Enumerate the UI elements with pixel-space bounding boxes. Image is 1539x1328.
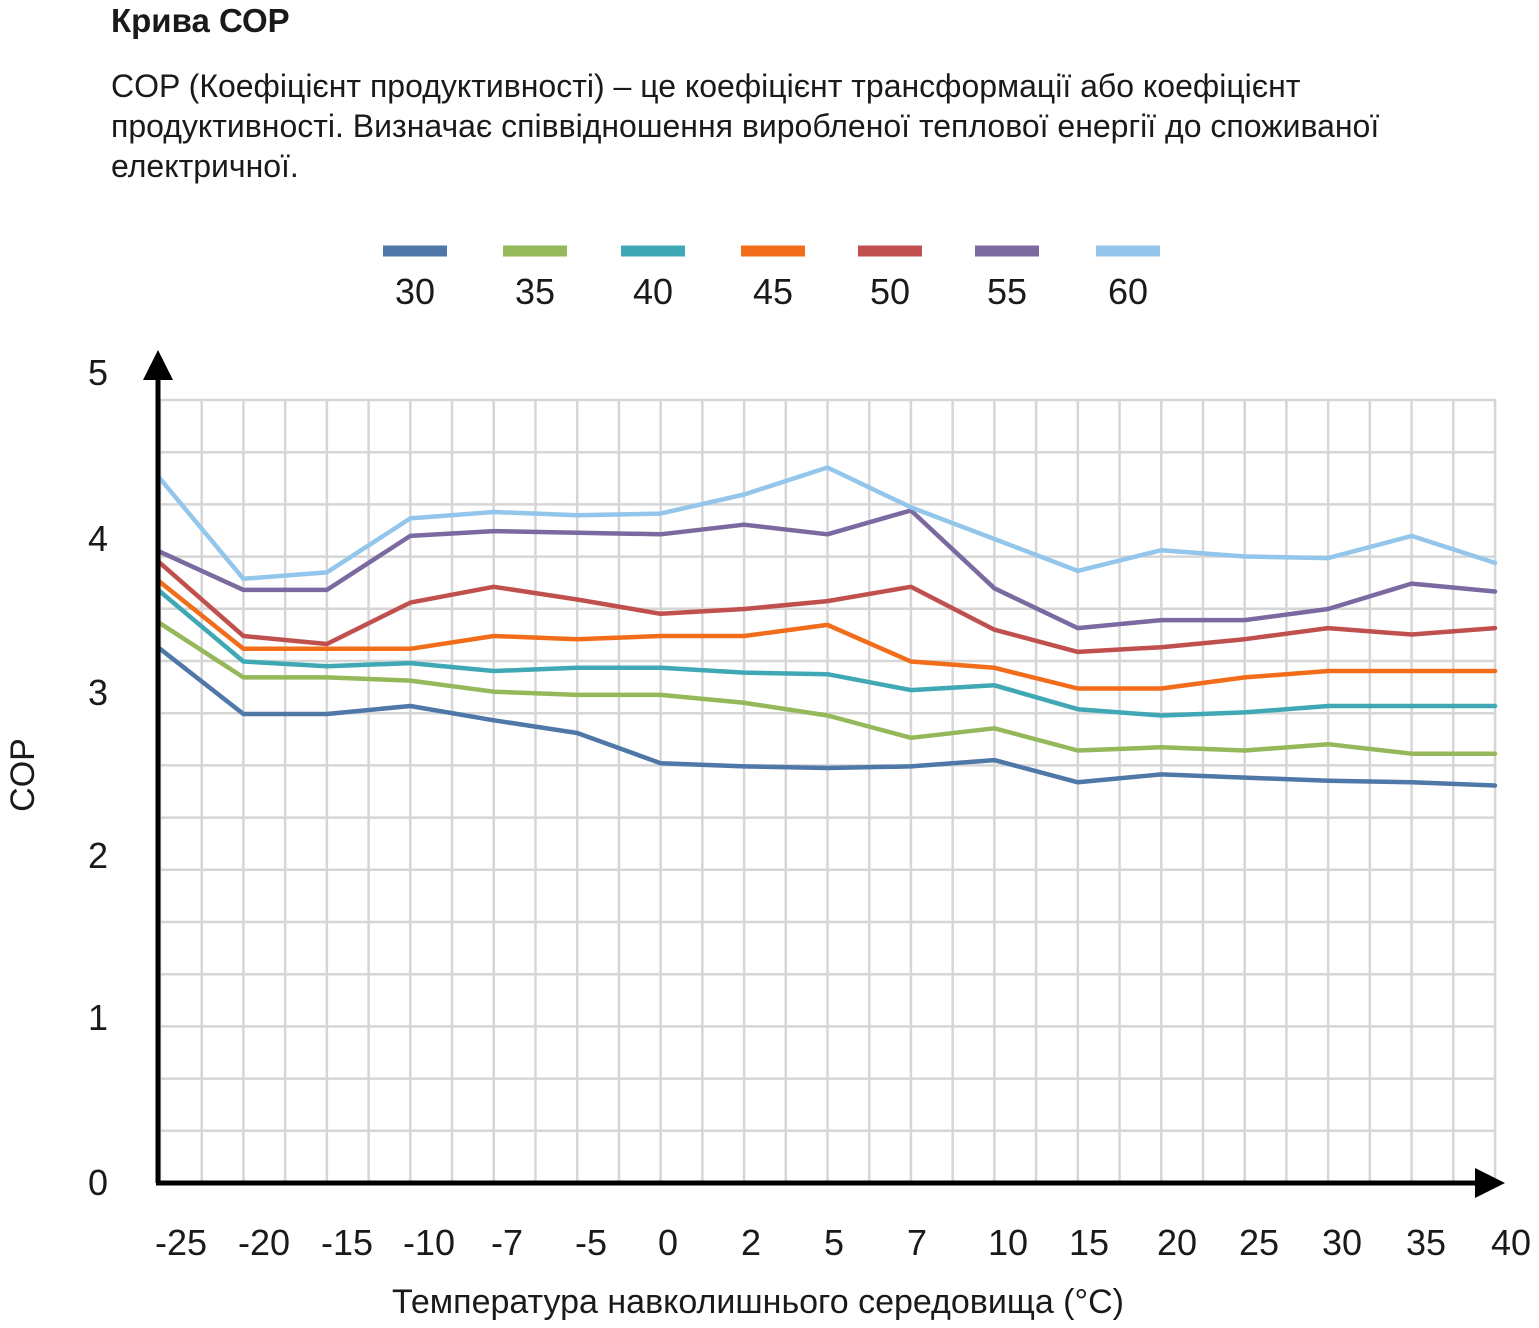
series-line-30: [157, 646, 1498, 788]
x-tick-label: 2: [741, 1222, 761, 1263]
series-line-55: [157, 508, 1498, 631]
legend-label-60: 60: [1108, 271, 1148, 312]
x-tick-label: -7: [491, 1222, 523, 1263]
x-tick-label: -5: [575, 1222, 607, 1263]
legend-label-35: 35: [515, 271, 555, 312]
legend-label-55: 55: [987, 271, 1027, 312]
x-tick-label: 35: [1406, 1222, 1446, 1263]
x-axis-label: Температура навколишнього середовища (°C…: [392, 1283, 1124, 1321]
legend-label-45: 45: [753, 271, 793, 312]
chart-legend: 30 35 40 45 50 55 60: [383, 245, 1160, 312]
y-tick-label: 5: [88, 352, 108, 393]
chart-description: COP (Коефіцієнт продуктивності) – це кое…: [111, 68, 1380, 184]
x-tick-label: 5: [824, 1222, 844, 1263]
legend-label-40: 40: [633, 271, 673, 312]
y-axis-arrow-icon: [143, 350, 173, 380]
chart-series: [157, 465, 1498, 788]
y-axis-label: COP: [4, 738, 42, 812]
x-tick-label: 20: [1157, 1222, 1197, 1263]
series-line-60: [157, 465, 1498, 582]
x-tick-label: 0: [658, 1222, 678, 1263]
x-tick-label: 30: [1322, 1222, 1362, 1263]
series-line-35: [157, 621, 1498, 756]
y-tick-label: 0: [88, 1162, 108, 1203]
x-tick-label: 15: [1069, 1222, 1109, 1263]
chart-grid: [158, 398, 1497, 1185]
x-tick-label: 40: [1491, 1222, 1531, 1263]
x-tick-label: -20: [238, 1222, 290, 1263]
x-tick-label: 7: [907, 1222, 927, 1263]
series-line-45: [157, 579, 1498, 691]
x-tick-label: 10: [988, 1222, 1028, 1263]
x-tick-label: -15: [321, 1222, 373, 1263]
x-tick-label: -10: [403, 1222, 455, 1263]
legend-label-30: 30: [395, 271, 435, 312]
y-tick-label: 2: [88, 835, 108, 876]
y-tick-label: 3: [88, 672, 108, 713]
y-tick-label: 1: [88, 997, 108, 1038]
chart-title: Крива СОР: [111, 2, 290, 39]
legend-label-50: 50: [870, 271, 910, 312]
x-axis-arrow-icon: [1475, 1168, 1505, 1198]
x-tick-label: 25: [1239, 1222, 1279, 1263]
y-tick-label: 4: [88, 518, 108, 559]
series-line-40: [157, 589, 1498, 718]
series-line-50: [157, 560, 1498, 655]
x-tick-label: -25: [155, 1222, 207, 1263]
chart-axes: [143, 350, 1505, 1198]
